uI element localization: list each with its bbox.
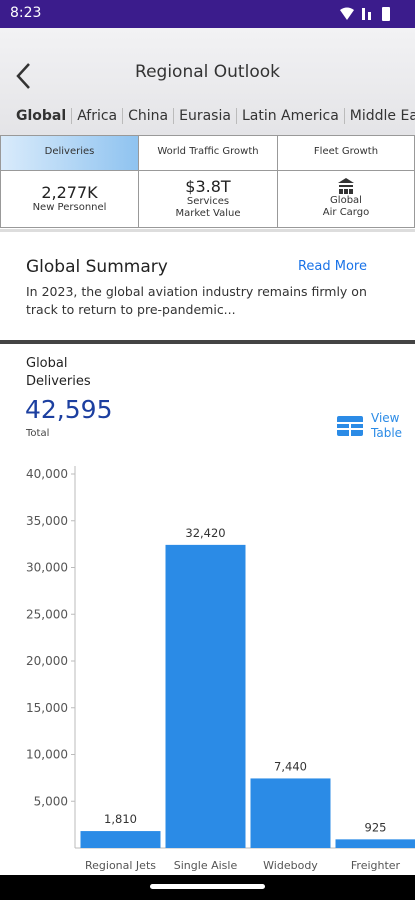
tile-label: World Traffic Growth (157, 146, 259, 157)
tab[interactable]: Latin America (235, 108, 344, 124)
back-button[interactable] (14, 62, 34, 90)
tile[interactable]: Fleet Growth (277, 135, 415, 171)
tile[interactable]: Deliveries (0, 135, 139, 171)
chart-heading: Deliveries (26, 374, 91, 389)
divider (0, 229, 415, 232)
tile-label: Services (186, 196, 230, 207)
y-tick-label: 5,000 (34, 794, 68, 808)
tile-label: Fleet Growth (313, 146, 379, 157)
y-tick-label: 40,000 (26, 467, 68, 481)
total-value: 42,595 (25, 395, 113, 424)
bar-chart: 5,000 10,000 15,000 20,000 25,000 30,000 35,00… (26, 466, 415, 872)
bar (335, 839, 415, 848)
total-label: Total (26, 428, 50, 439)
screen-title: Regional Outlook (135, 62, 280, 82)
tab[interactable]: China (122, 108, 173, 124)
bar (165, 544, 246, 848)
tile-value: 2,277K (41, 183, 98, 202)
read-more-link[interactable]: Read More (297, 259, 367, 274)
status-bar: 8:23 (0, 0, 415, 28)
value-label: 7,440 (274, 759, 307, 773)
tab[interactable]: Middle Ea (343, 108, 415, 124)
value-label: 32,420 (185, 526, 225, 540)
cargo-icon (338, 178, 354, 194)
home-handle[interactable] (150, 884, 265, 889)
tile[interactable]: 2,277K New Personnel (0, 170, 139, 228)
x-tick-label: Widebody (263, 859, 318, 872)
view-table-link[interactable]: View (371, 411, 400, 425)
tile-label: New Personnel (32, 202, 107, 213)
bar (250, 778, 331, 848)
y-tick-label: 25,000 (26, 607, 68, 621)
x-tick-label: Regional Jets (85, 859, 156, 872)
divider (0, 340, 415, 344)
summary-title: Global Summary (26, 257, 168, 277)
status-icons (340, 7, 390, 21)
tile[interactable]: $3.8T Services Market Value (138, 170, 278, 228)
view-table-link[interactable]: Table (371, 426, 403, 440)
chart-heading: Global (26, 356, 68, 371)
tile-label: Global (330, 195, 362, 206)
y-tick-label: 20,000 (26, 654, 68, 668)
x-tick-label: Single Aisle (174, 859, 238, 872)
x-tick-label: Freighter (351, 859, 401, 872)
y-tick-label: 35,000 (26, 514, 68, 528)
summary-text: In 2023, the global aviation industry re… (26, 284, 367, 299)
tab[interactable]: Africa (71, 108, 122, 124)
tile-label: Deliveries (44, 146, 95, 157)
nav-bar (0, 875, 415, 900)
y-tick-label: 30,000 (26, 561, 68, 575)
tile-value: $3.8T (185, 177, 231, 196)
summary-text: track to return to pre-pandemic... (26, 302, 236, 317)
tile-label: Market Value (175, 208, 241, 219)
tab[interactable]: Global (16, 108, 67, 124)
header (0, 28, 415, 135)
tile[interactable]: Global Air Cargo (277, 170, 415, 228)
bar (80, 831, 161, 848)
value-label: 925 (365, 820, 387, 834)
status-time: 8:23 (10, 5, 42, 21)
tab[interactable]: Eurasia (173, 108, 236, 124)
tile[interactable]: World Traffic Growth (138, 135, 278, 171)
region-tabs: Global Africa China Eurasia Latin Americ… (16, 108, 415, 124)
y-tick-label: 10,000 (26, 748, 68, 762)
table-icon[interactable] (336, 415, 364, 437)
value-label: 1,810 (104, 812, 137, 826)
y-tick-label: 15,000 (26, 701, 68, 715)
tile-label: Air Cargo (322, 207, 370, 218)
